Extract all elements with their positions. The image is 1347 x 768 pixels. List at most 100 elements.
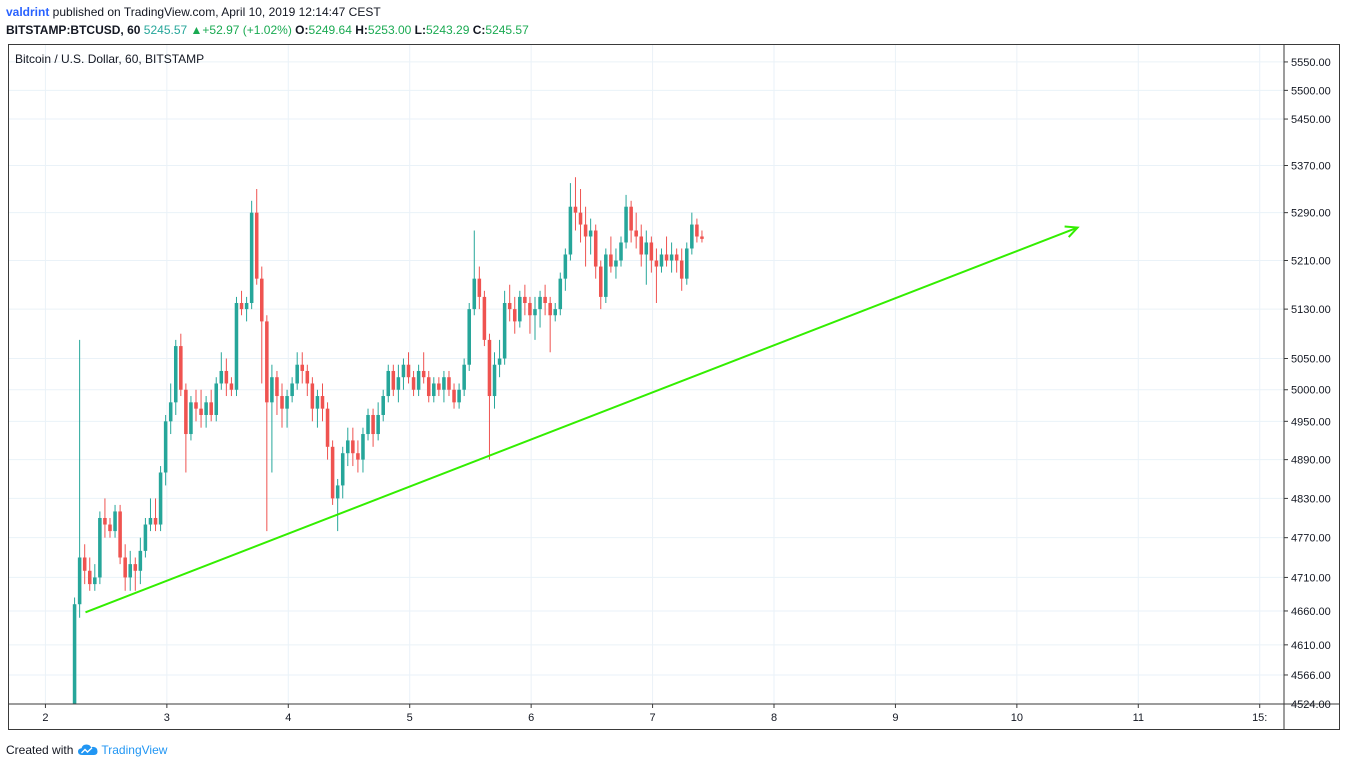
candle-body xyxy=(77,557,82,605)
candle-body xyxy=(295,364,299,384)
candle-body xyxy=(249,212,254,304)
candle-body xyxy=(614,260,618,267)
x-tick-label: 4 xyxy=(285,712,291,724)
high-label: H: xyxy=(355,23,368,37)
x-tick-label: 10 xyxy=(1011,712,1023,724)
candle-body xyxy=(351,440,355,454)
open-label: O: xyxy=(295,23,309,37)
candle-body xyxy=(290,383,294,397)
candle-body xyxy=(583,224,588,237)
candle-body xyxy=(497,358,502,365)
y-tick-label: 4660.00 xyxy=(1291,606,1331,618)
candle-body xyxy=(619,242,623,261)
y-tick-label: 4950.00 xyxy=(1291,416,1331,428)
candle-body xyxy=(457,389,461,403)
candle-body xyxy=(472,278,477,310)
high-value: 5253.00 xyxy=(367,23,412,37)
candle-body xyxy=(421,370,426,378)
candle-body xyxy=(330,446,335,499)
author-link[interactable]: valdrint xyxy=(6,5,50,19)
y-tick-label: 5000.00 xyxy=(1291,385,1331,397)
x-tick-label: 3 xyxy=(164,712,170,724)
candle-body xyxy=(664,254,669,261)
x-tick-label: 7 xyxy=(650,712,656,724)
y-tick-label: 4566.00 xyxy=(1291,670,1331,682)
y-tick-label: 4710.00 xyxy=(1291,572,1331,584)
candle-body xyxy=(98,517,102,578)
candle-body xyxy=(543,296,547,304)
candle-body xyxy=(533,309,537,316)
candle-body xyxy=(118,511,122,558)
candle-body xyxy=(93,577,97,585)
candle-body xyxy=(598,266,603,297)
x-tick-label: 9 xyxy=(892,712,898,724)
candle-body xyxy=(199,408,203,415)
x-tick-label: 6 xyxy=(528,712,534,724)
candle-body xyxy=(452,389,456,403)
candle-body xyxy=(260,278,264,322)
candle-body xyxy=(300,364,305,371)
candle-body xyxy=(518,296,522,322)
y-tick-label: 4770.00 xyxy=(1291,533,1331,545)
chart-frame xyxy=(8,44,1340,730)
candle-body xyxy=(310,383,315,409)
candle-body xyxy=(426,377,431,397)
publish-info: published on TradingView.com, April 10, … xyxy=(49,5,381,19)
tradingview-brand-link[interactable]: TradingView xyxy=(101,743,168,757)
candle-body xyxy=(148,517,153,525)
last-price: 5245.57 xyxy=(143,23,188,37)
candle-body xyxy=(209,402,213,415)
candle-body xyxy=(173,346,178,403)
candle-body xyxy=(158,472,163,525)
x-tick-label: 11 xyxy=(1133,712,1144,724)
candle-body xyxy=(578,212,583,225)
candle-body xyxy=(356,453,360,460)
open-value: 5249.64 xyxy=(308,23,352,37)
candle-body xyxy=(593,230,598,267)
candle-body xyxy=(553,309,558,316)
y-tick-label: 5500.00 xyxy=(1291,85,1331,97)
candle-body xyxy=(447,377,451,390)
candle-body xyxy=(153,517,158,525)
candle-body xyxy=(604,254,608,297)
candle-body xyxy=(482,296,487,340)
candle-body xyxy=(674,254,679,261)
candle-body xyxy=(639,236,644,255)
candle-body xyxy=(432,383,436,397)
candle-body xyxy=(371,414,375,435)
candle-body xyxy=(320,396,325,409)
candle-body xyxy=(361,434,365,460)
symbol-label[interactable]: BITSTAMP:BTCUSD, 60 xyxy=(6,23,141,37)
candle-body xyxy=(512,309,517,322)
candle-body xyxy=(563,254,568,279)
y-tick-label: 5450.00 xyxy=(1291,114,1331,126)
candle-body xyxy=(280,396,284,409)
candle-body xyxy=(649,242,654,261)
candle-body xyxy=(270,377,274,403)
candle-body xyxy=(568,206,573,255)
candle-body xyxy=(695,224,699,237)
candle-body xyxy=(437,383,441,390)
up-triangle-icon: ▲ xyxy=(190,23,203,37)
candle-body xyxy=(87,570,92,585)
candle-body xyxy=(168,402,173,422)
candle-body xyxy=(487,339,492,397)
candle-body xyxy=(275,377,279,397)
candle-body xyxy=(113,511,117,532)
y-tick-label: 4890.00 xyxy=(1291,455,1331,467)
candle-body xyxy=(573,206,578,213)
candle-body xyxy=(669,254,674,261)
candle-body xyxy=(163,421,168,473)
price-change: +52.97 (+1.02%) xyxy=(202,23,292,37)
y-tick-label: 5290.00 xyxy=(1291,208,1331,220)
x-tick-label: 5 xyxy=(407,712,413,724)
candles-group xyxy=(72,177,704,704)
candle-body xyxy=(82,557,87,571)
candle-body xyxy=(416,370,421,390)
candle-body xyxy=(189,402,193,435)
candle-body xyxy=(244,303,249,310)
chart-title: Bitcoin / U.S. Dollar, 60, BITSTAMP xyxy=(15,52,205,66)
candle-body xyxy=(690,224,694,249)
candle-body xyxy=(305,370,310,384)
